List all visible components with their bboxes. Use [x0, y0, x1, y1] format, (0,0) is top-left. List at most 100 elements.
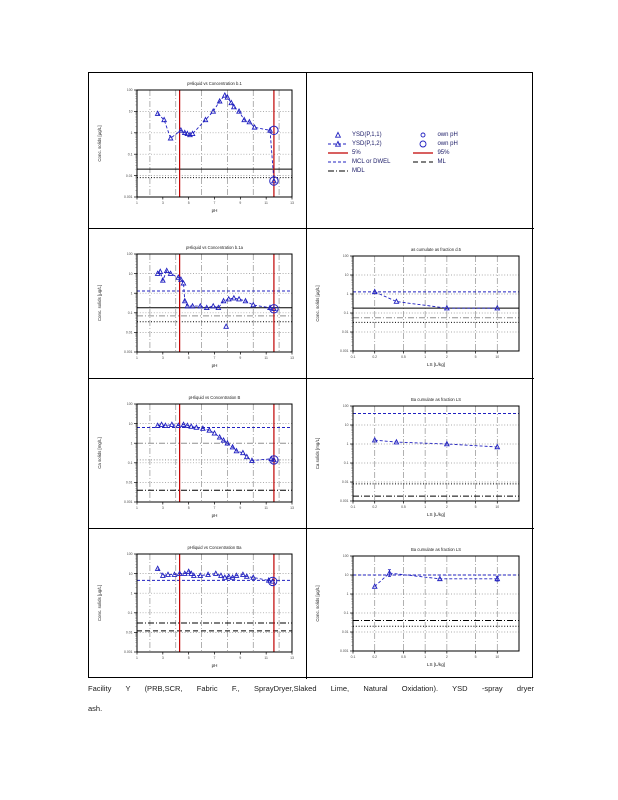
- svg-text:0.01: 0.01: [126, 481, 133, 485]
- svg-text:100: 100: [127, 552, 133, 556]
- svg-text:1: 1: [136, 201, 138, 205]
- chart-panel-r3-right: 100 10 1 0.1 0.01 0.001 0.1 0.2 0.5 1 2 5 10 Ba cumul…: [307, 379, 534, 529]
- svg-text:pHliquid vs Concentration Ba: pHliquid vs Concentration Ba: [187, 545, 242, 550]
- svg-text:1: 1: [424, 655, 426, 659]
- svg-text:LS [L/kg]: LS [L/kg]: [427, 512, 445, 517]
- svg-text:0.1: 0.1: [351, 655, 356, 659]
- svg-text:0.01: 0.01: [342, 480, 349, 484]
- circle-blue-icon: [420, 140, 427, 148]
- svg-text:0.1: 0.1: [128, 611, 133, 615]
- svg-text:13: 13: [290, 201, 294, 205]
- legend-column-1: YSD(P,1,1) YSD(P,1,2) 5% MCL or DWEL MDL: [327, 131, 390, 175]
- svg-text:10: 10: [495, 655, 499, 659]
- svg-text:pHliquid vs Concentration b.1a: pHliquid vs Concentration b.1a: [186, 245, 244, 250]
- svg-text:as cumulate as fraction: as cumulate as fraction d.5: [411, 247, 462, 252]
- svg-text:2: 2: [446, 505, 448, 509]
- legend-item: YSD(P,1,1): [327, 131, 390, 139]
- legend: YSD(P,1,1) YSD(P,1,2) 5% MCL or DWEL MDL own…: [327, 131, 528, 175]
- svg-text:1: 1: [347, 592, 349, 596]
- svg-text:1: 1: [347, 292, 349, 296]
- svg-text:3: 3: [162, 656, 164, 660]
- svg-text:0.5: 0.5: [401, 505, 406, 509]
- legend-label: 95%: [437, 150, 450, 156]
- svg-text:0.01: 0.01: [126, 631, 133, 635]
- svg-text:pH: pH: [212, 363, 218, 368]
- svg-text:5: 5: [188, 356, 190, 360]
- triangle-blue-icon: [334, 131, 342, 138]
- legend-item: MDL: [327, 167, 390, 175]
- legend-swatch: [327, 140, 349, 148]
- legend-label: MDL: [352, 168, 365, 174]
- svg-text:100: 100: [343, 554, 349, 558]
- svg-text:10: 10: [129, 572, 133, 576]
- svg-text:3: 3: [162, 201, 164, 205]
- svg-text:Ca solids [mg/L]: Ca solids [mg/L]: [97, 437, 102, 468]
- svg-text:0.001: 0.001: [124, 350, 133, 354]
- svg-text:2: 2: [446, 655, 448, 659]
- svg-text:0.001: 0.001: [340, 349, 349, 353]
- legend-item: ML: [412, 158, 457, 166]
- svg-text:1: 1: [136, 356, 138, 360]
- svg-text:0.001: 0.001: [124, 500, 133, 504]
- svg-text:Ba cumulate as fraction: Ba cumulate as fraction LS: [411, 397, 461, 402]
- svg-text:9: 9: [239, 201, 241, 205]
- svg-text:10: 10: [345, 423, 349, 427]
- svg-text:11: 11: [264, 656, 268, 660]
- svg-text:1: 1: [136, 656, 138, 660]
- svg-text:11: 11: [264, 201, 268, 205]
- svg-text:0.1: 0.1: [128, 461, 133, 465]
- legend-swatch: [412, 131, 434, 139]
- chart-panel-r2-right: 100 10 1 0.1 0.01 0.001 0.1 0.2 0.5 1 2 5 10 as cumul…: [307, 229, 534, 379]
- svg-text:5: 5: [475, 355, 477, 359]
- svg-text:11: 11: [264, 356, 268, 360]
- svg-text:pH: pH: [212, 208, 218, 213]
- svg-text:13: 13: [290, 356, 294, 360]
- svg-text:10: 10: [129, 422, 133, 426]
- svg-text:0.001: 0.001: [124, 650, 133, 654]
- legend-item: own pH: [412, 131, 458, 139]
- svg-text:5: 5: [188, 201, 190, 205]
- legend-swatch: [327, 158, 349, 166]
- dash-blue-icon: [328, 161, 348, 163]
- svg-text:100: 100: [127, 252, 133, 256]
- svg-text:3: 3: [162, 356, 164, 360]
- svg-text:0.001: 0.001: [340, 499, 349, 503]
- legend-label: own pH: [437, 141, 458, 147]
- svg-text:5: 5: [188, 506, 190, 510]
- svg-text:5: 5: [188, 656, 190, 660]
- svg-text:0.1: 0.1: [351, 505, 356, 509]
- svg-text:1: 1: [131, 441, 133, 445]
- legend-panel: YSD(P,1,1) YSD(P,1,2) 5% MCL or DWEL MDL own…: [307, 73, 534, 229]
- svg-text:100: 100: [343, 404, 349, 408]
- svg-text:3: 3: [162, 506, 164, 510]
- svg-text:13: 13: [290, 656, 294, 660]
- svg-text:1: 1: [347, 442, 349, 446]
- svg-text:1: 1: [131, 131, 133, 135]
- legend-swatch: [327, 149, 349, 157]
- svg-text:Ba cumulate as fraction: Ba cumulate as fraction LS: [411, 547, 461, 552]
- svg-text:0.2: 0.2: [372, 655, 377, 659]
- svg-text:10: 10: [345, 273, 349, 277]
- figure-caption: Facility Y (PRB,SCR, Fabric F., SprayDry…: [88, 684, 534, 714]
- svg-text:LS [L/kg]: LS [L/kg]: [427, 362, 445, 367]
- legend-swatch: [412, 158, 434, 166]
- solid-red-icon: [328, 152, 348, 154]
- dashdot-black-icon: [328, 170, 348, 172]
- svg-text:5: 5: [475, 655, 477, 659]
- svg-text:0.01: 0.01: [126, 331, 133, 335]
- svg-text:Conc. solids [µg/L]: Conc. solids [µg/L]: [315, 585, 320, 621]
- svg-text:0.5: 0.5: [401, 355, 406, 359]
- legend-swatch: [412, 149, 434, 157]
- caption-line-1: Facility Y (PRB,SCR, Fabric F., SprayDry…: [88, 684, 534, 693]
- legend-item: 95%: [412, 149, 457, 157]
- svg-text:0.1: 0.1: [128, 152, 133, 156]
- legend-column-2: own pH own pH 95% ML: [412, 131, 458, 175]
- svg-text:0.001: 0.001: [124, 195, 133, 199]
